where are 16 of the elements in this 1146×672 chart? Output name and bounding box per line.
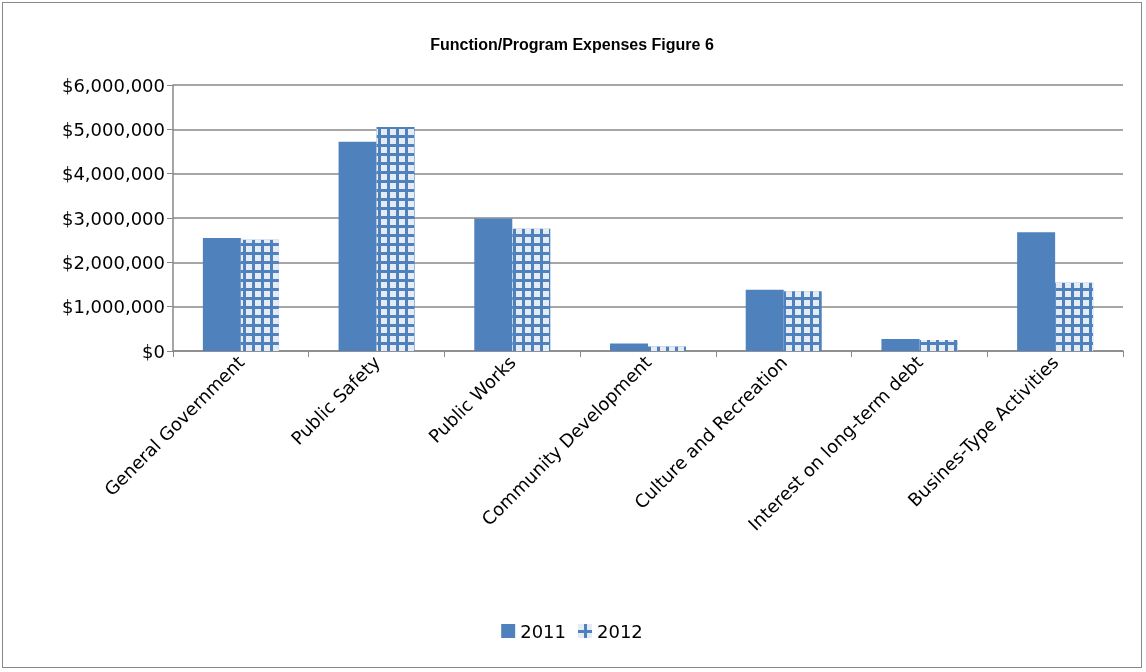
legend-label: 2011 bbox=[520, 620, 566, 642]
bar bbox=[1017, 232, 1056, 351]
y-tick-label: $6,000,000 bbox=[61, 74, 165, 96]
bar bbox=[881, 339, 920, 351]
y-tick-label: $1,000,000 bbox=[61, 296, 165, 318]
bar bbox=[474, 218, 513, 351]
legend-label: 2012 bbox=[597, 620, 643, 642]
y-tick-label: $2,000,000 bbox=[61, 251, 165, 273]
y-tick-label: $3,000,000 bbox=[61, 207, 165, 229]
bar bbox=[338, 141, 377, 351]
y-tick-label: $5,000,000 bbox=[61, 118, 165, 140]
chart-title: Function/Program Expenses Figure 6 bbox=[430, 35, 714, 53]
bar bbox=[202, 237, 241, 351]
y-tick-label: $4,000,000 bbox=[61, 163, 165, 185]
bar bbox=[745, 289, 784, 351]
bar bbox=[610, 343, 648, 351]
